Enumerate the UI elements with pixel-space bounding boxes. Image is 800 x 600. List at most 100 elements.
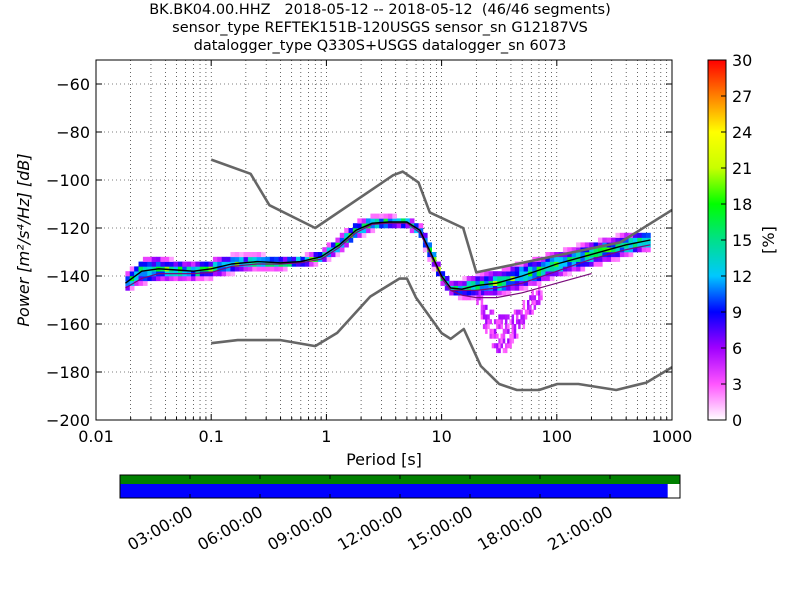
outlier-cell: [500, 319, 504, 325]
outlier-cell: [529, 309, 532, 315]
density-cell: [580, 256, 586, 262]
outlier-cell: [487, 319, 490, 325]
density-cell: [501, 271, 507, 277]
density-cell: [457, 285, 463, 291]
density-cell: [195, 261, 201, 267]
outlier-cell: [511, 338, 515, 344]
density-cell: [326, 242, 332, 248]
density-cell: [370, 223, 376, 229]
density-cell: [261, 266, 266, 272]
density-cell: [125, 276, 131, 282]
mode-line: [124, 221, 651, 290]
density-cell: [532, 266, 537, 272]
density-cell: [562, 247, 568, 253]
density-cell: [252, 256, 257, 262]
density-cell: [374, 213, 380, 219]
density-cell: [523, 285, 529, 291]
density-cell: [177, 261, 183, 267]
density-cell: [348, 237, 354, 243]
outlier-cell: [496, 319, 499, 325]
outlier-cell: [480, 300, 484, 306]
y-tick-label: −160: [46, 315, 90, 334]
density-cell: [576, 242, 581, 248]
density-cell: [584, 252, 590, 258]
density-cell: [624, 232, 629, 238]
outlier-cell: [485, 314, 488, 320]
density-cell: [352, 223, 358, 229]
density-cell: [269, 266, 275, 272]
density-cell: [287, 261, 292, 267]
high-noise-model-line: [210, 158, 672, 274]
density-cell: [519, 266, 524, 272]
density-cell: [646, 232, 651, 238]
density-cell: [138, 280, 144, 286]
density-cell: [230, 271, 236, 277]
density-cell: [571, 252, 577, 258]
outlier-cell: [491, 343, 495, 349]
density-cell: [129, 280, 135, 286]
density-cell: [212, 256, 218, 262]
density-cell: [191, 261, 196, 267]
density-cell: [186, 276, 192, 282]
density-cell: [387, 213, 393, 219]
outlier-cell: [518, 319, 521, 325]
density-cell: [549, 256, 555, 262]
density-cell: [611, 247, 616, 253]
density-cell: [615, 242, 621, 248]
density-cell: [457, 295, 463, 301]
density-cell: [471, 276, 476, 282]
outlier-cell: [535, 300, 539, 306]
density-cell: [475, 276, 481, 282]
density-cell: [536, 266, 542, 272]
timeline-tick-label: 15:00:00: [404, 502, 476, 554]
colorbar-tick-label: 15: [732, 231, 752, 250]
density-cell: [444, 285, 450, 291]
axes: 0.01 0.1 1 10 100 1000 −200 −180 −160 −140 −120 −10…: [46, 59, 692, 446]
outlier-cell: [531, 300, 534, 306]
density-cell: [427, 252, 432, 258]
density-cell: [247, 266, 253, 272]
density-cell: [169, 276, 174, 282]
density-cell: [221, 256, 227, 262]
density-cell: [326, 247, 332, 253]
density-cell: [331, 252, 336, 258]
outlier-cell: [498, 348, 501, 354]
outlier-cell: [485, 319, 488, 325]
outlier-cell: [533, 295, 537, 301]
density-cell: [379, 213, 384, 219]
density-cell: [532, 271, 537, 277]
density-cell: [536, 261, 542, 267]
outlier-cell: [500, 343, 504, 349]
density-cell: [519, 271, 524, 277]
density-cell: [134, 271, 139, 277]
density-cell: [576, 252, 581, 258]
title-line-1: BK.BK04.00.HHZ 2018-05-12 -- 2018-05-12 …: [149, 2, 611, 18]
density-cell: [304, 252, 310, 258]
density-cell: [506, 290, 511, 296]
density-cell: [151, 261, 157, 267]
density-cell: [514, 271, 520, 277]
density-cell: [510, 271, 516, 277]
outlier-cell: [507, 314, 510, 320]
outlier-cell: [509, 343, 512, 349]
density-cell: [361, 223, 367, 229]
x-tick-label: 0.01: [78, 427, 114, 446]
density-cell: [632, 247, 638, 253]
outlier-cell: [504, 314, 508, 320]
density-cell: [392, 218, 397, 224]
density-cell: [164, 276, 170, 282]
density-cell: [484, 285, 489, 291]
density-cell: [514, 280, 520, 286]
density-cell: [527, 280, 533, 286]
density-cell: [357, 223, 362, 229]
density-cell: [322, 256, 327, 262]
density-cell: [475, 290, 481, 296]
density-cell: [370, 228, 376, 234]
density-cell: [567, 247, 572, 253]
outlier-cell: [537, 290, 541, 296]
density-cell: [243, 256, 249, 262]
density-cell: [497, 271, 502, 277]
x-tick-label: 10: [431, 427, 451, 446]
density-cell: [602, 247, 607, 253]
density-cell: [611, 252, 616, 258]
